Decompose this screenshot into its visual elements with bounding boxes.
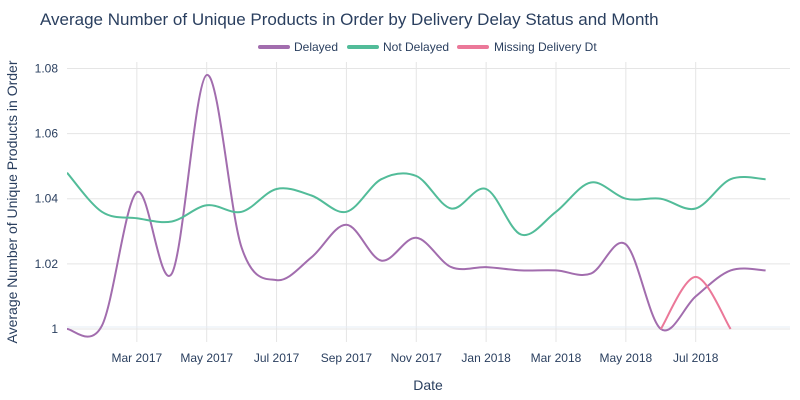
x-tick-label: Sep 2017	[321, 351, 373, 365]
y-tick-label: 1.06	[35, 127, 59, 141]
y-axis-title: Average Number of Unique Products in Ord…	[4, 60, 20, 343]
x-tick-label: Jul 2017	[254, 351, 300, 365]
grid	[67, 62, 790, 342]
series-line-not-delayed	[67, 172, 766, 237]
x-tick-label: Mar 2017	[112, 351, 163, 365]
legend-item-delayed[interactable]: Delayed	[258, 40, 338, 54]
legend-label-missing-delivery-dt: Missing Delivery Dt	[494, 40, 597, 54]
y-tick-label: 1.08	[35, 62, 59, 76]
y-tick-label: 1.02	[35, 257, 59, 271]
x-tick-label: May 2017	[180, 351, 233, 365]
series-line-delayed	[67, 73, 766, 338]
y-tick-label: 1.04	[35, 192, 59, 206]
y-tick-label: 1	[51, 322, 58, 336]
x-tick-label: Mar 2018	[531, 351, 582, 365]
legend-label-not-delayed: Not Delayed	[383, 40, 449, 54]
legend-item-not-delayed[interactable]: Not Delayed	[347, 40, 449, 54]
x-tick-label: Jan 2018	[461, 351, 511, 365]
legend-item-missing-delivery-dt[interactable]: Missing Delivery Dt	[457, 40, 597, 54]
chart-title: Average Number of Unique Products in Ord…	[40, 10, 659, 29]
legend-label-delayed: Delayed	[294, 40, 338, 54]
legend: Delayed Not Delayed Missing Delivery Dt	[258, 40, 597, 54]
series-line-missing-delivery-dt	[659, 275, 732, 330]
x-tick-label: May 2018	[599, 351, 652, 365]
x-tick-label: Nov 2017	[391, 351, 443, 365]
x-axis-title: Date	[413, 377, 443, 393]
series-layer	[67, 73, 766, 338]
x-tick-label: Jul 2018	[673, 351, 719, 365]
x-axis-ticks: Mar 2017 May 2017 Jul 2017 Sep 2017 Nov 2017…	[112, 351, 719, 365]
y-axis-ticks: 1 1.02 1.04 1.06 1.08	[35, 62, 59, 336]
